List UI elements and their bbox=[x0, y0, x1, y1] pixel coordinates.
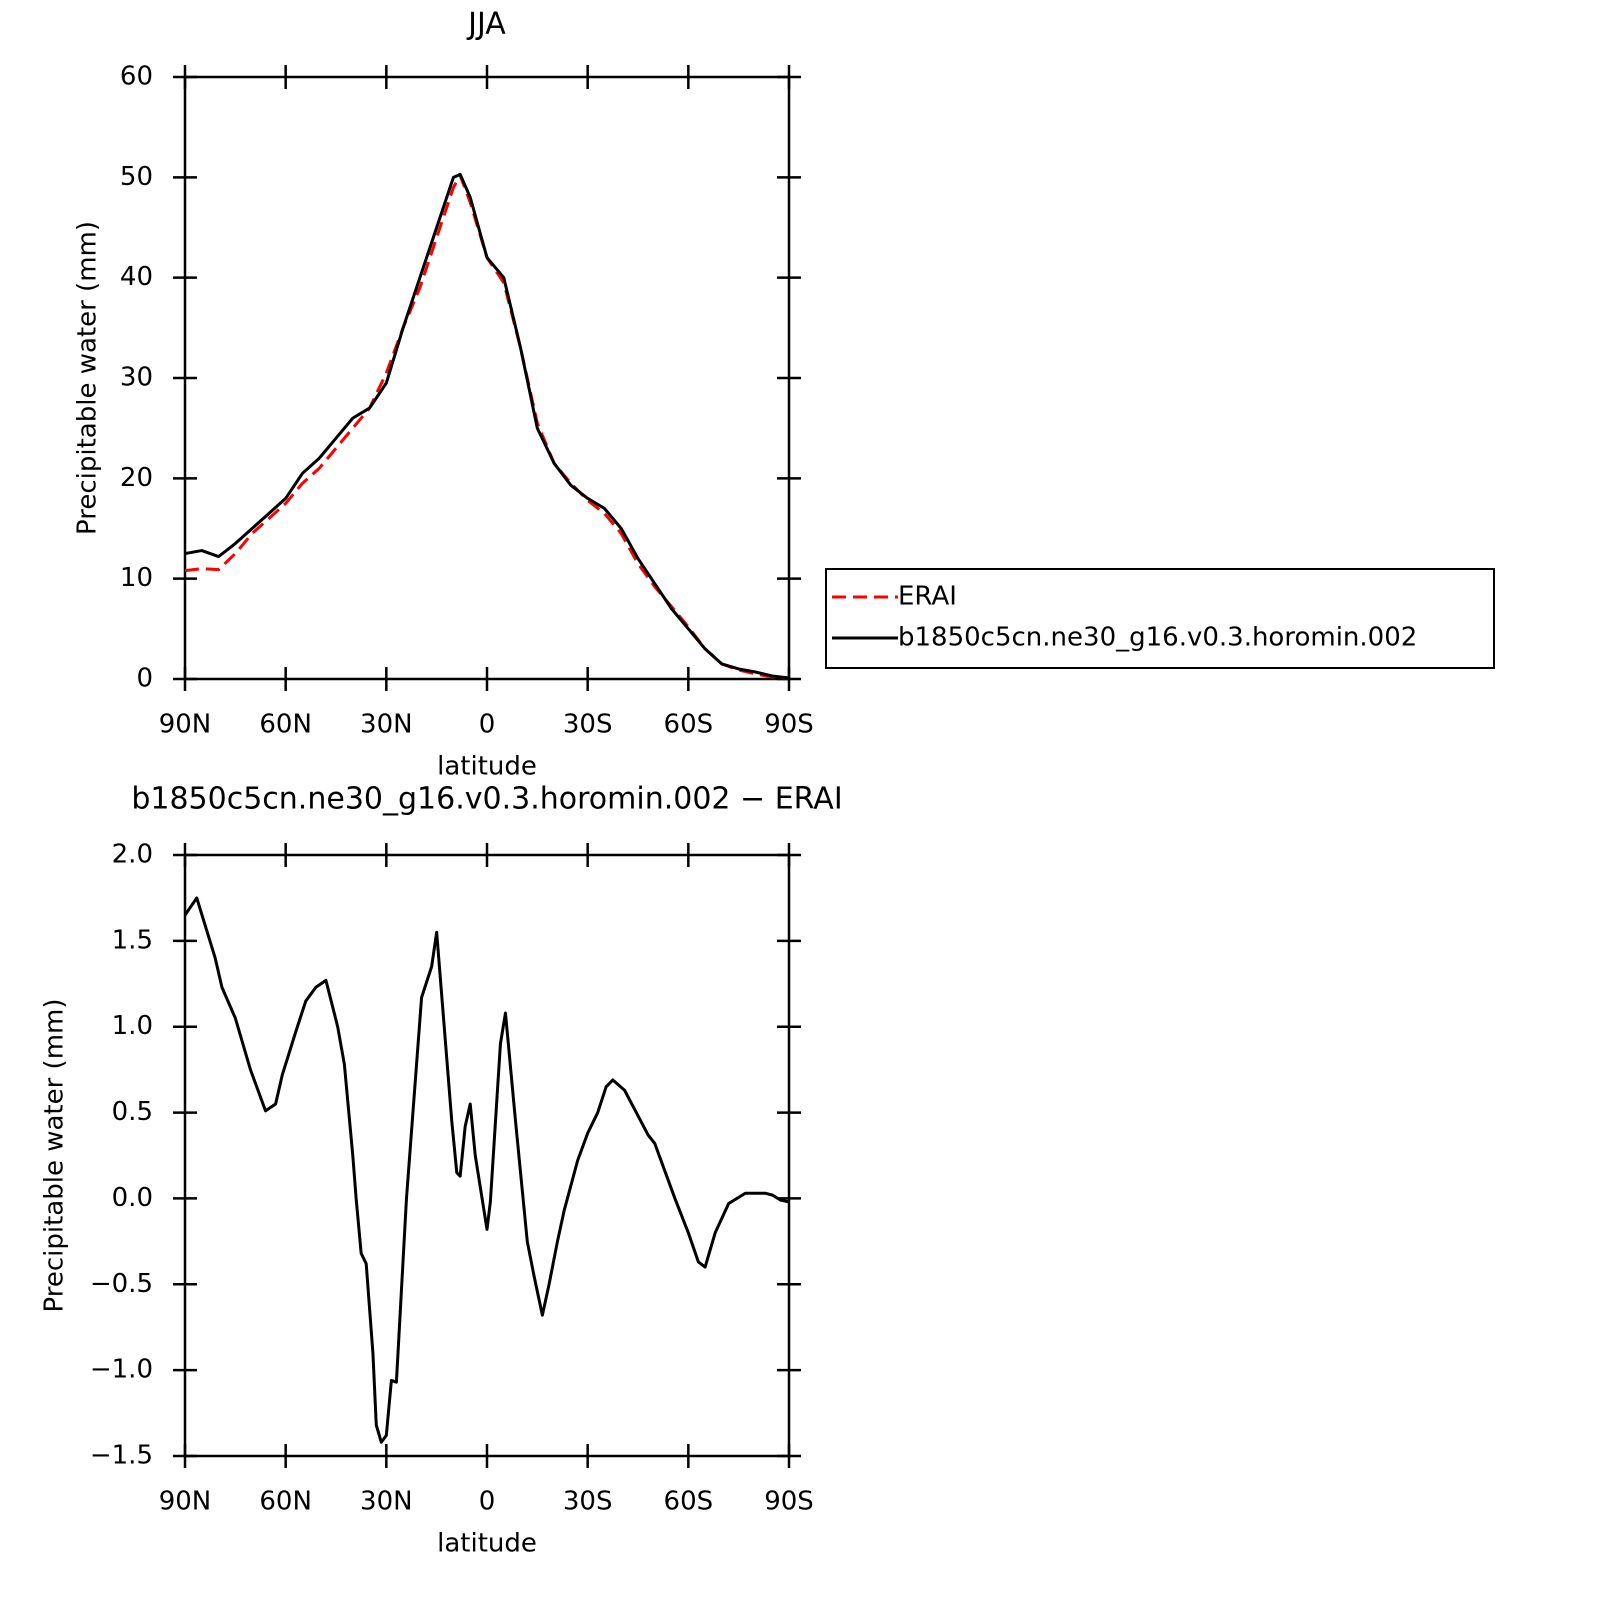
data-line bbox=[183, 896, 790, 1444]
y-tick-label: 0 bbox=[136, 664, 153, 694]
x-tick-label: 0 bbox=[479, 710, 496, 740]
x-tick-label: 0 bbox=[479, 1487, 496, 1517]
x-tick-label: 30S bbox=[563, 710, 613, 740]
y-tick-label: −0.5 bbox=[90, 1269, 153, 1299]
y-tick-label: 0.0 bbox=[112, 1183, 153, 1213]
plot-frame bbox=[183, 75, 791, 681]
x-tick-label: 60N bbox=[259, 1487, 312, 1517]
y-tick-label: 1.5 bbox=[112, 925, 153, 955]
y-tick-label: 2.0 bbox=[112, 840, 153, 870]
x-tick-label: 30N bbox=[360, 1487, 413, 1517]
x-tick-label: 60S bbox=[664, 710, 714, 740]
legend-label: b1850c5cn.ne30_g16.v0.3.horomin.002 bbox=[898, 623, 1417, 653]
y-tick-label: −1.0 bbox=[90, 1355, 153, 1385]
x-tick-label: 90S bbox=[764, 710, 814, 740]
y-tick-label: 50 bbox=[120, 162, 153, 192]
legend-label: ERAI bbox=[898, 582, 957, 612]
y-tick-label: 40 bbox=[120, 262, 153, 292]
x-tick-label: 60S bbox=[664, 1487, 714, 1517]
plot-frame bbox=[183, 853, 791, 1458]
x-tick-label: 90N bbox=[159, 710, 212, 740]
chart-title: JJA bbox=[466, 7, 506, 42]
data-line bbox=[184, 173, 790, 680]
y-tick-label: 30 bbox=[120, 363, 153, 393]
y-tick-label: 1.0 bbox=[112, 1011, 153, 1041]
y-axis-label: Precipitable water (mm) bbox=[40, 999, 70, 1313]
chart-title: b1850c5cn.ne30_g16.v0.3.horomin.002 − ER… bbox=[131, 782, 842, 817]
y-tick-label: 20 bbox=[120, 463, 153, 493]
data-line bbox=[184, 172, 790, 680]
y-tick-label: 0.5 bbox=[112, 1097, 153, 1127]
x-tick-label: 90S bbox=[764, 1487, 814, 1517]
y-tick-label: 10 bbox=[120, 563, 153, 593]
x-tick-label: 90N bbox=[159, 1487, 212, 1517]
x-axis-label: latitude bbox=[437, 1529, 537, 1559]
x-tick-label: 60N bbox=[259, 710, 312, 740]
y-axis-label: Precipitable water (mm) bbox=[73, 221, 103, 535]
y-tick-label: 60 bbox=[120, 62, 153, 92]
x-axis-label: latitude bbox=[437, 752, 537, 782]
x-tick-label: 30S bbox=[563, 1487, 613, 1517]
x-tick-label: 30N bbox=[360, 710, 413, 740]
y-tick-label: −1.5 bbox=[90, 1441, 153, 1471]
legend-box bbox=[825, 568, 1495, 669]
